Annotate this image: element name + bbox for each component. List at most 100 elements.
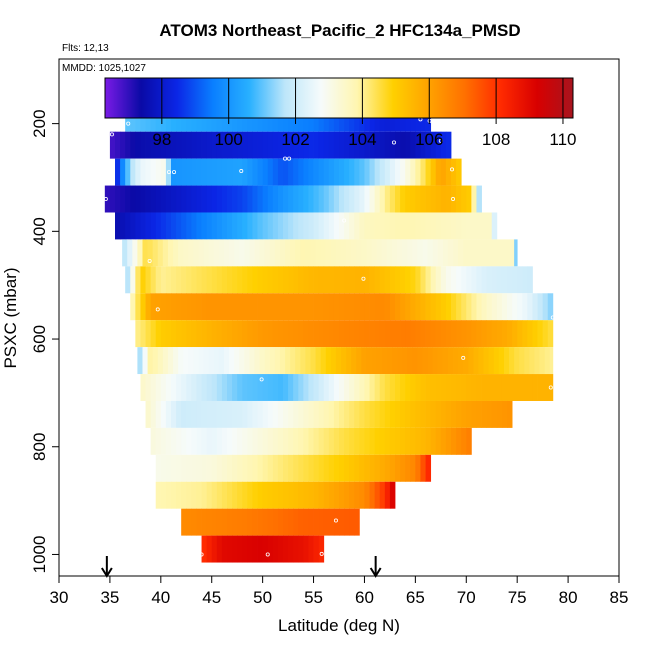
- heatmap-cell: [176, 320, 182, 348]
- heatmap-cell: [259, 347, 266, 375]
- heatmap-cell: [178, 239, 184, 267]
- heatmap-cell: [529, 347, 535, 375]
- heatmap-cell: [542, 293, 549, 321]
- heatmap-cell: [415, 266, 421, 294]
- heatmap-cell: [453, 347, 459, 375]
- heatmap-cell: [303, 481, 309, 509]
- heatmap-cell: [223, 347, 230, 375]
- heatmap-cell: [150, 320, 157, 348]
- heatmap-cell: [150, 185, 157, 213]
- heatmap-cell: [425, 374, 432, 401]
- heatmap-cell: [395, 131, 401, 159]
- heatmap-cell: [130, 266, 136, 294]
- colorbar-tick-label: 104: [348, 130, 376, 149]
- heatmap-cell: [181, 293, 187, 321]
- heatmap-cell: [349, 293, 355, 321]
- heatmap-cell: [191, 131, 197, 159]
- heatmap-cell: [532, 374, 538, 401]
- heatmap-cell: [522, 293, 528, 321]
- heatmap-cell: [461, 320, 467, 348]
- heatmap-cell: [155, 185, 162, 213]
- heatmap-cell: [171, 454, 177, 482]
- heatmap-cell: [364, 158, 370, 186]
- heatmap-cell: [152, 239, 159, 267]
- heatmap-cell: [488, 239, 495, 267]
- heatmap-cell: [196, 212, 202, 240]
- heatmap-cell: [201, 427, 208, 455]
- heatmap-cell: [395, 293, 401, 321]
- heatmap-cell: [437, 239, 444, 267]
- heatmap-cell: [466, 212, 472, 240]
- heatmap-cell: [481, 374, 488, 401]
- heatmap-cell: [186, 481, 192, 509]
- heatmap-cell: [507, 400, 513, 428]
- sample-point: [172, 170, 177, 175]
- heatmap-cell: [303, 508, 309, 536]
- heatmap-cell: [344, 158, 350, 186]
- heatmap-cell: [120, 212, 126, 240]
- heatmap-cell: [344, 266, 350, 294]
- heatmap-cell: [298, 508, 304, 536]
- heatmap-cell: [395, 212, 401, 240]
- heatmap-cell: [288, 427, 294, 455]
- heatmap-cell: [501, 320, 508, 348]
- heatmap-cell: [176, 293, 182, 321]
- sample-point: [450, 167, 455, 172]
- heatmap-cell: [232, 266, 238, 294]
- heatmap-cell: [384, 320, 391, 348]
- heatmap-cell: [354, 454, 360, 482]
- heatmap-cell: [366, 239, 372, 267]
- heatmap-cell: [427, 239, 434, 267]
- heatmap-cell: [140, 374, 146, 401]
- heatmap-cell: [262, 266, 269, 294]
- heatmap-cell: [288, 481, 294, 509]
- dates-label: MMDD: 1025,1027: [62, 63, 146, 74]
- heatmap-cell: [435, 131, 442, 159]
- heatmap-cell: [445, 374, 452, 401]
- heatmap-cell: [486, 400, 493, 428]
- heatmap-cell: [400, 185, 406, 213]
- heatmap-cell: [277, 266, 284, 294]
- heatmap-cell: [339, 454, 345, 482]
- heatmap-cell: [135, 185, 141, 213]
- heatmap-cell: [247, 131, 253, 159]
- heatmap-cell: [519, 347, 525, 375]
- heatmap-cell: [339, 481, 345, 509]
- heatmap-cell: [333, 158, 340, 186]
- heatmap-cell: [430, 400, 437, 428]
- heatmap-cell: [298, 454, 304, 482]
- heatmap-cell: [283, 158, 289, 186]
- heatmap-cell: [318, 508, 325, 536]
- heatmap-cell: [369, 293, 376, 321]
- y-tick-label: 1000: [30, 536, 49, 574]
- heatmap-cell: [395, 454, 401, 482]
- heatmap-cell: [417, 347, 423, 375]
- heatmap-cell: [135, 212, 141, 240]
- heatmap-cell: [218, 239, 225, 267]
- heatmap-cell: [461, 400, 467, 428]
- heatmap-cell: [400, 374, 406, 401]
- heatmap-cell: [196, 374, 202, 401]
- heatmap-cell: [491, 400, 498, 428]
- heatmap-cell: [410, 131, 416, 159]
- heatmap-cell: [181, 185, 187, 213]
- heatmap-cell: [361, 347, 367, 375]
- heatmap-cell: [547, 293, 554, 321]
- heatmap-cell: [379, 185, 386, 213]
- heatmap-cell: [132, 239, 138, 267]
- heatmap-cell: [191, 454, 197, 482]
- heatmap-cell: [162, 239, 169, 267]
- heatmap-cell: [379, 212, 386, 240]
- heatmap-cell: [391, 347, 398, 375]
- heatmap-cell: [176, 131, 182, 159]
- heatmap-cell: [339, 400, 345, 428]
- heatmap-cell: [171, 427, 177, 455]
- heatmap-cell: [188, 347, 194, 375]
- heatmap-cell: [135, 320, 141, 348]
- heatmap-cell: [267, 266, 274, 294]
- heatmap-cell: [476, 185, 482, 213]
- heatmap-cell: [303, 320, 309, 348]
- heatmap-cell: [440, 293, 447, 321]
- heatmap-cell: [405, 400, 411, 428]
